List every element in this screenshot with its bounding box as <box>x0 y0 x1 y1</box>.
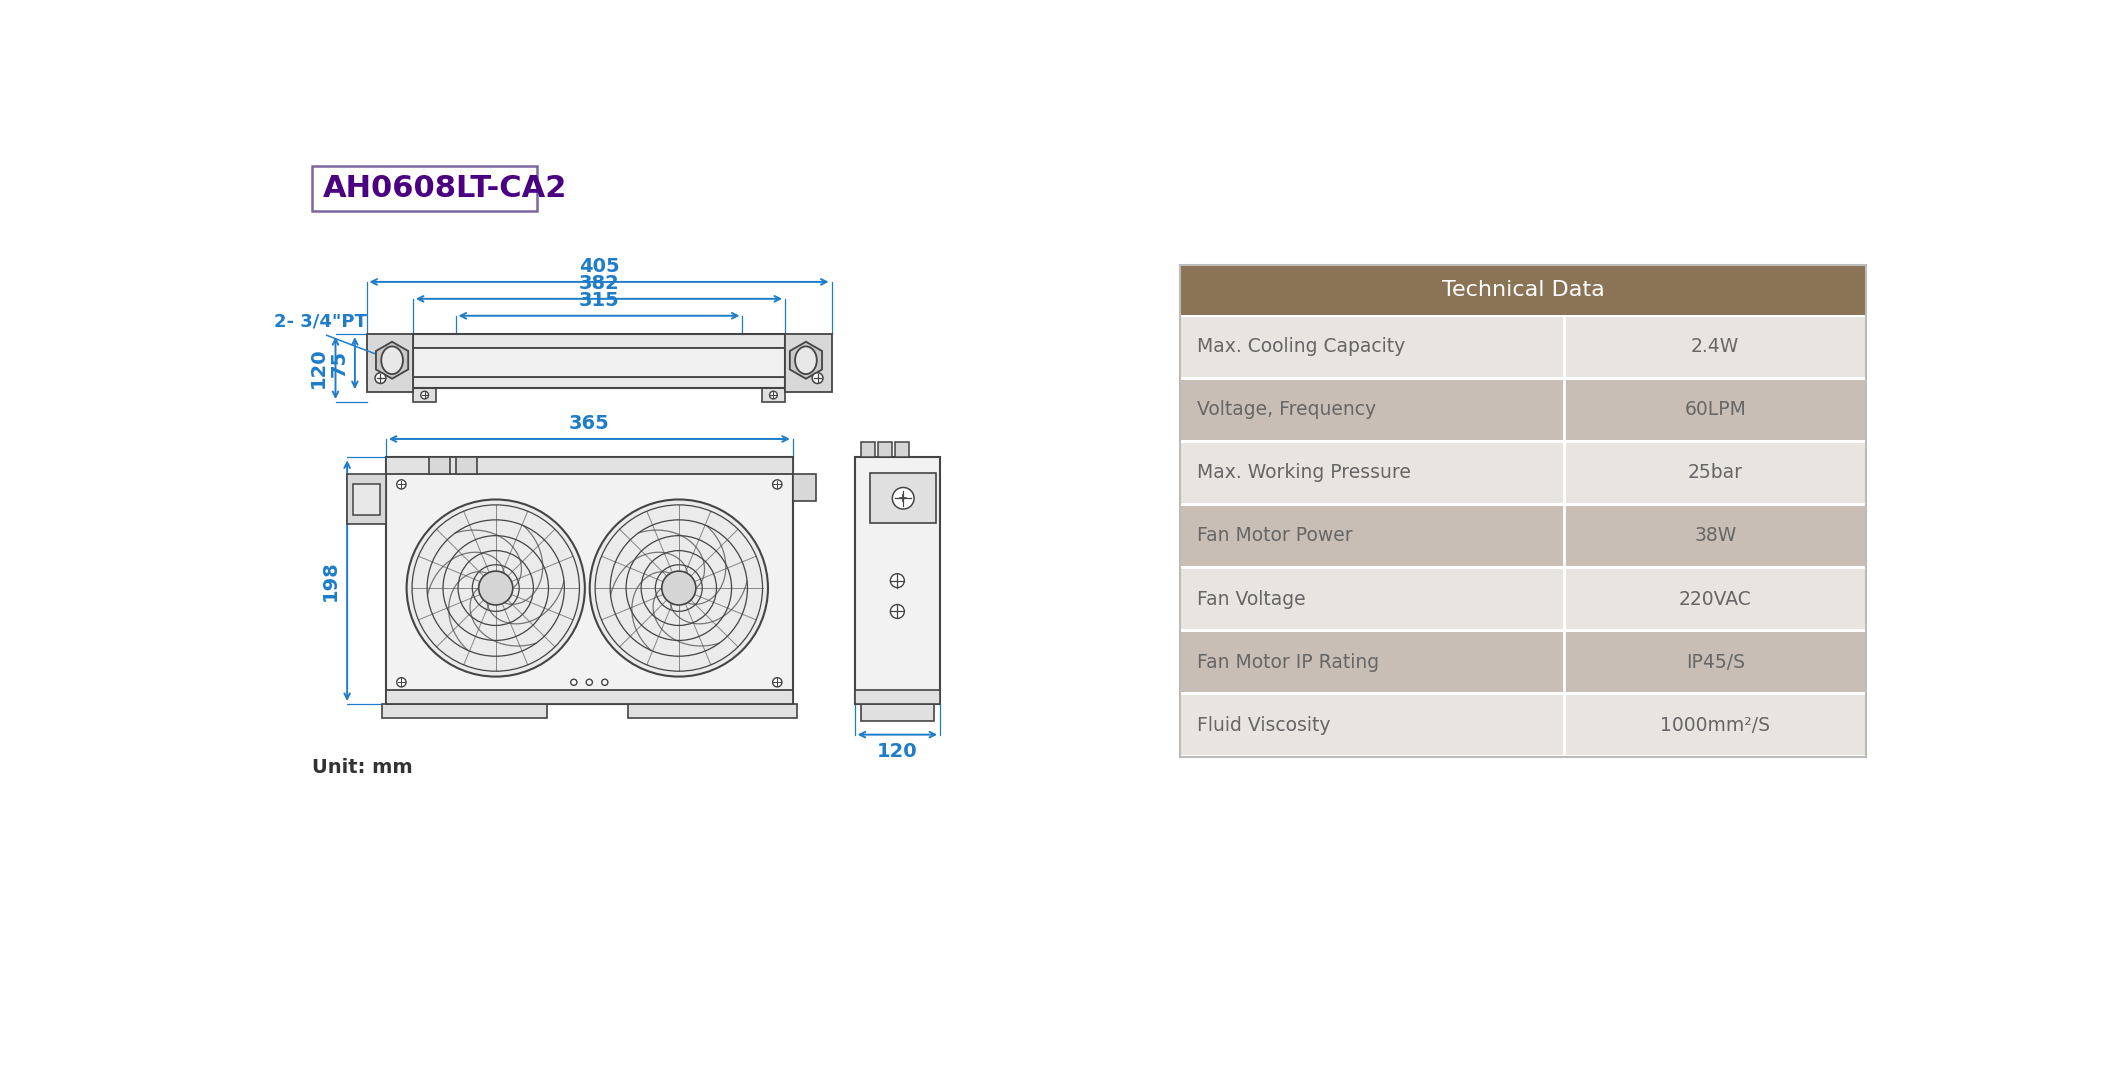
Ellipse shape <box>381 346 404 374</box>
Text: 25bar: 25bar <box>1688 463 1743 483</box>
Text: Unit: mm: Unit: mm <box>313 757 412 777</box>
Text: 2- 3/4"PT: 2- 3/4"PT <box>274 312 366 331</box>
Bar <box>1180 633 1867 692</box>
Polygon shape <box>376 342 408 379</box>
Bar <box>861 442 876 458</box>
Text: Voltage, Frequency: Voltage, Frequency <box>1197 400 1376 419</box>
Bar <box>429 458 451 474</box>
Text: Max. Working Pressure: Max. Working Pressure <box>1197 463 1412 483</box>
Bar <box>784 334 831 392</box>
Circle shape <box>374 373 387 383</box>
Polygon shape <box>791 342 823 379</box>
Text: 315: 315 <box>578 291 619 309</box>
Text: Fluid Viscosity: Fluid Viscosity <box>1197 716 1331 735</box>
Bar <box>1180 570 1867 629</box>
Bar <box>313 166 538 212</box>
Circle shape <box>398 678 406 687</box>
Circle shape <box>587 679 593 686</box>
Circle shape <box>602 679 608 686</box>
Bar <box>387 458 793 704</box>
Text: Max. Cooling Capacity: Max. Cooling Capacity <box>1197 337 1405 356</box>
Circle shape <box>478 571 512 605</box>
Bar <box>1180 443 1867 502</box>
Bar <box>861 704 933 720</box>
Circle shape <box>406 499 585 677</box>
Text: 220VAC: 220VAC <box>1680 589 1752 609</box>
Bar <box>383 704 546 717</box>
Bar <box>387 690 793 704</box>
Circle shape <box>589 499 767 677</box>
Circle shape <box>891 604 904 618</box>
Circle shape <box>570 679 576 686</box>
Ellipse shape <box>795 346 816 374</box>
Bar <box>412 388 436 403</box>
Bar <box>761 388 784 403</box>
Text: 120: 120 <box>308 348 327 388</box>
Bar <box>895 442 910 458</box>
Text: 198: 198 <box>321 560 340 601</box>
Bar <box>855 458 940 704</box>
Circle shape <box>772 480 782 489</box>
Text: Fan Voltage: Fan Voltage <box>1197 589 1305 609</box>
Text: Fan Motor IP Rating: Fan Motor IP Rating <box>1197 653 1380 672</box>
Bar <box>1180 317 1867 376</box>
Text: 38W: 38W <box>1694 526 1737 546</box>
Bar <box>412 348 784 376</box>
Bar <box>455 458 478 474</box>
Bar <box>1180 265 1867 757</box>
Text: 1000mm²/S: 1000mm²/S <box>1660 716 1771 735</box>
Bar <box>878 442 893 458</box>
Text: 120: 120 <box>878 742 918 762</box>
Bar <box>387 458 793 474</box>
Circle shape <box>893 487 914 509</box>
Text: 405: 405 <box>578 257 619 276</box>
Text: 75: 75 <box>330 349 349 376</box>
Text: 2.4W: 2.4W <box>1690 337 1739 356</box>
Bar <box>855 690 940 704</box>
Bar <box>793 474 816 501</box>
Text: 60LPM: 60LPM <box>1684 400 1745 419</box>
Bar <box>1180 695 1867 755</box>
Bar <box>1180 380 1867 439</box>
Bar <box>412 376 784 388</box>
Circle shape <box>398 480 406 489</box>
Bar <box>347 474 387 524</box>
Text: 382: 382 <box>578 273 619 293</box>
Bar <box>353 484 381 515</box>
Text: Fan Motor Power: Fan Motor Power <box>1197 526 1352 546</box>
Bar <box>412 334 784 348</box>
Bar <box>1180 506 1867 566</box>
Circle shape <box>770 392 778 399</box>
Circle shape <box>812 373 823 383</box>
Bar <box>366 334 412 392</box>
Circle shape <box>891 574 904 588</box>
Text: 365: 365 <box>570 413 610 433</box>
Bar <box>412 334 784 388</box>
Bar <box>627 704 797 717</box>
Text: AH0608LT-CA2: AH0608LT-CA2 <box>323 175 568 203</box>
Circle shape <box>772 678 782 687</box>
Bar <box>1180 265 1867 315</box>
Text: IP45/S: IP45/S <box>1686 653 1745 672</box>
Circle shape <box>421 392 429 399</box>
Bar <box>870 473 935 523</box>
Text: Technical Data: Technical Data <box>1441 280 1605 299</box>
Circle shape <box>661 571 695 605</box>
